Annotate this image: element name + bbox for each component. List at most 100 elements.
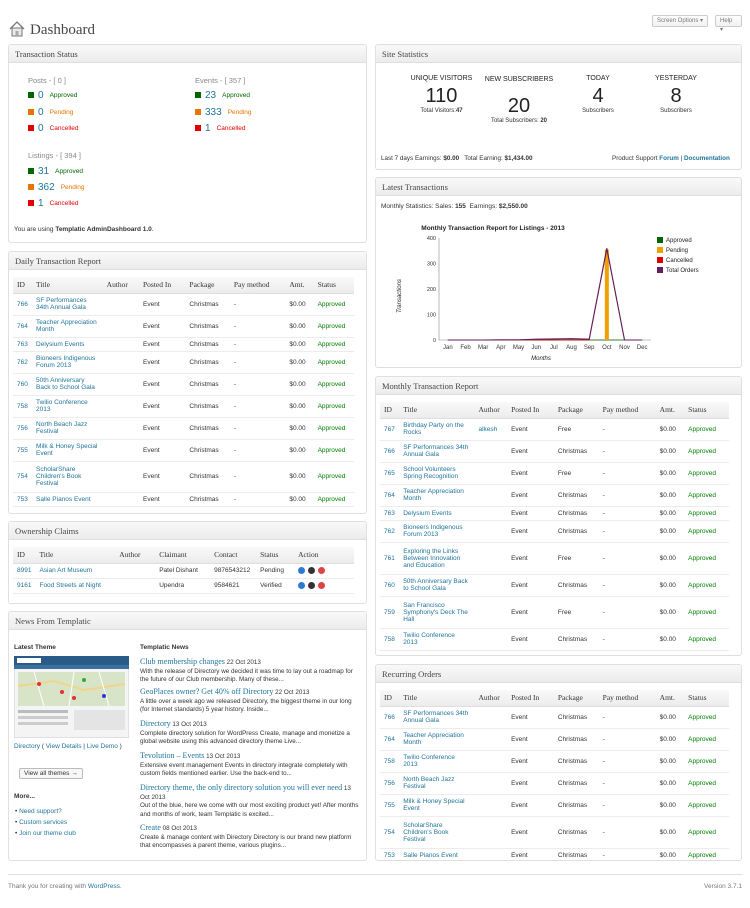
column-header[interactable]: Contact: [210, 547, 257, 564]
row-id-link[interactable]: 762: [380, 520, 400, 543]
news-title-link[interactable]: Create: [140, 823, 161, 832]
column-header[interactable]: Author: [115, 547, 156, 564]
column-header[interactable]: Action: [294, 547, 354, 564]
row-id-link[interactable]: 765: [380, 462, 400, 485]
row-title-link[interactable]: 50th Anniversary Back to School Gala: [399, 574, 475, 597]
row-author[interactable]: [102, 351, 139, 374]
row-author[interactable]: [474, 728, 508, 751]
row-id-link[interactable]: 764: [380, 484, 400, 507]
row-id-link[interactable]: 766: [380, 440, 400, 463]
row-title-link[interactable]: Salle Pianos Event: [399, 848, 475, 860]
row-author[interactable]: [474, 462, 508, 485]
wordpress-link[interactable]: WordPress: [87, 883, 120, 890]
box-title[interactable]: Monthly Transaction Report: [376, 377, 741, 395]
column-header[interactable]: Claimant: [155, 547, 211, 564]
row-title-link[interactable]: North Beach Jazz Festival: [399, 772, 475, 795]
row-id-link[interactable]: 758: [380, 750, 400, 773]
row-author[interactable]: [474, 440, 508, 463]
row-author[interactable]: [474, 628, 508, 651]
row-author[interactable]: [102, 373, 139, 396]
row-id-link[interactable]: 754: [380, 816, 400, 849]
column-header[interactable]: Posted In: [507, 690, 554, 707]
row-author[interactable]: [474, 596, 508, 629]
row-id-link[interactable]: 755: [380, 794, 400, 817]
row-author[interactable]: [474, 750, 508, 773]
delete-icon[interactable]: [318, 566, 326, 574]
row-id-link[interactable]: 758: [380, 628, 400, 651]
row-title-link[interactable]: Teacher Appreciation Month: [399, 484, 475, 507]
row-author[interactable]: [474, 772, 508, 795]
box-title[interactable]: Site Statistics: [376, 45, 741, 63]
column-header[interactable]: Package: [553, 402, 599, 419]
column-header[interactable]: Author: [102, 277, 139, 294]
row-title-link[interactable]: Twilio Conference 2013: [32, 395, 103, 418]
row-id-link[interactable]: 758: [13, 395, 33, 418]
row-id-link[interactable]: 756: [380, 772, 400, 795]
live-demo-link[interactable]: Live Demo: [86, 743, 118, 750]
row-author[interactable]: [474, 706, 508, 729]
row-id-link[interactable]: 760: [380, 574, 400, 597]
forum-link[interactable]: Forum: [659, 155, 679, 162]
verify-icon[interactable]: [308, 581, 316, 589]
column-header[interactable]: Package: [185, 277, 230, 294]
row-title-link[interactable]: SF Performances 34th Annual Gala: [399, 706, 475, 729]
row-title-link[interactable]: Exploring the Links Between Innovation a…: [399, 542, 475, 575]
row-author[interactable]: alkesh: [474, 418, 508, 441]
column-header[interactable]: ID: [380, 690, 400, 707]
row-id-link[interactable]: 762: [13, 351, 33, 374]
row-author[interactable]: [102, 315, 139, 338]
column-header[interactable]: Pay method: [598, 690, 656, 707]
row-author[interactable]: [115, 578, 156, 594]
row-author[interactable]: [102, 439, 139, 462]
row-title-link[interactable]: ScholarShare Children's Book Festival: [399, 816, 475, 849]
documentation-link[interactable]: Documentation: [684, 155, 730, 162]
column-header[interactable]: Posted In: [507, 402, 554, 419]
verify-icon[interactable]: [308, 566, 316, 574]
news-title-link[interactable]: Tevolution – Events: [140, 751, 205, 760]
row-title-link[interactable]: San Francisco Symphony's Deck The Hall: [399, 596, 475, 629]
row-title-link[interactable]: Bioneers Indigenous Forum 2013: [399, 520, 475, 543]
screen-options-button[interactable]: Screen Options ▾: [652, 15, 709, 27]
row-author[interactable]: [102, 337, 139, 352]
row-author[interactable]: [474, 542, 508, 575]
column-header[interactable]: Author: [474, 402, 508, 419]
column-header[interactable]: Title: [399, 690, 475, 707]
row-author[interactable]: [102, 461, 139, 493]
view-all-themes-button[interactable]: View all themes →: [19, 768, 83, 779]
column-header[interactable]: Title: [32, 277, 103, 294]
row-title-link[interactable]: Asian Art Museum: [35, 563, 116, 579]
column-header[interactable]: Title: [35, 547, 116, 564]
column-header[interactable]: Status: [684, 402, 729, 419]
row-title-link[interactable]: Twilio Conference 2013: [399, 628, 475, 651]
column-header[interactable]: Pay method: [229, 277, 286, 294]
news-title-link[interactable]: Club membership changes: [140, 657, 225, 666]
column-header[interactable]: Package: [553, 690, 599, 707]
column-header[interactable]: ID: [13, 547, 36, 564]
row-title-link[interactable]: SF Performances 34th Annual Gala: [399, 440, 475, 463]
row-author[interactable]: [474, 794, 508, 817]
row-author[interactable]: [474, 574, 508, 597]
row-id-link[interactable]: 764: [13, 315, 33, 338]
row-title-link[interactable]: Twilio Conference 2013: [399, 750, 475, 773]
column-header[interactable]: ID: [13, 277, 33, 294]
delete-icon[interactable]: [318, 581, 326, 589]
row-id-link[interactable]: 760: [13, 373, 33, 396]
column-header[interactable]: Status: [313, 277, 354, 294]
row-title-link[interactable]: Food Streets at Night: [35, 578, 116, 594]
row-id-link[interactable]: 754: [13, 461, 33, 493]
help-button[interactable]: Help ▾: [715, 15, 742, 33]
box-title[interactable]: Latest Transactions: [376, 178, 741, 196]
column-header[interactable]: Author: [474, 690, 508, 707]
row-id-link[interactable]: 767: [380, 418, 400, 441]
column-header[interactable]: Pay method: [598, 402, 656, 419]
row-id-link[interactable]: 759: [380, 596, 400, 629]
row-title-link[interactable]: North Beach Jazz Festival: [32, 417, 103, 440]
column-header[interactable]: Amt.: [655, 402, 685, 419]
directory-theme-screenshot[interactable]: [14, 656, 129, 738]
column-header[interactable]: Amt.: [655, 690, 685, 707]
box-title[interactable]: Transaction Status: [9, 45, 366, 63]
row-id-link[interactable]: 753: [380, 848, 400, 860]
row-author[interactable]: [474, 506, 508, 521]
row-author[interactable]: [474, 484, 508, 507]
row-title-link[interactable]: Teacher Appreciation Month: [32, 315, 103, 338]
